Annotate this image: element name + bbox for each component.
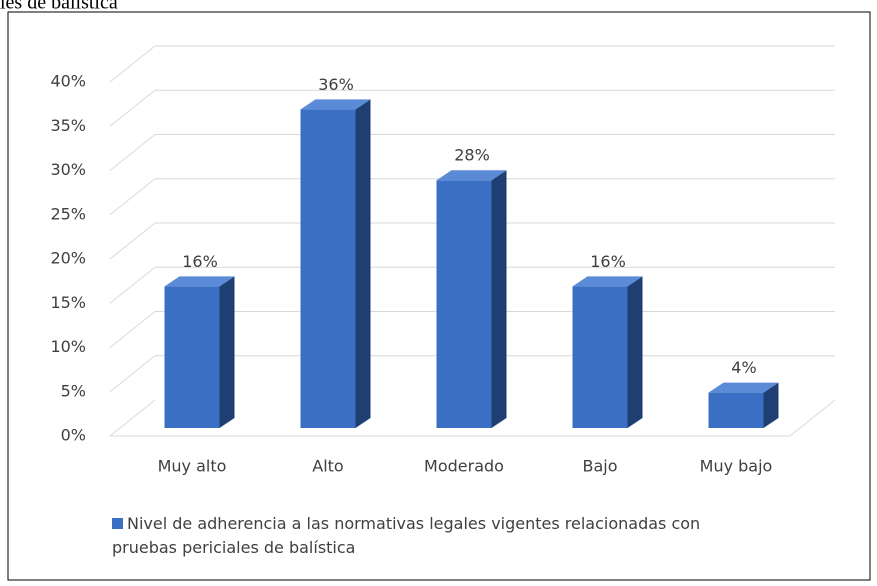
bar-side	[763, 382, 779, 428]
x-tick-label: Bajo	[582, 457, 617, 476]
bar-top	[708, 382, 779, 393]
bar-top	[300, 99, 371, 110]
legend-label: Nivel de adherencia a las normativas leg…	[112, 514, 701, 557]
data-label: 16%	[590, 252, 626, 271]
x-tick-label: Muy alto	[158, 457, 227, 476]
x-tick-label: Alto	[312, 457, 343, 476]
data-label: 36%	[318, 75, 354, 94]
bar-side	[219, 276, 235, 428]
grid-line	[109, 134, 835, 171]
legend: Nivel de adherencia a las normativas leg…	[112, 512, 752, 560]
y-tick-label: 10%	[50, 337, 86, 356]
grid-line	[109, 222, 835, 260]
bar	[572, 276, 643, 428]
y-tick-label: 15%	[50, 293, 86, 312]
bar-front	[708, 392, 764, 428]
bar-front	[300, 109, 356, 429]
bar-side	[355, 99, 371, 429]
chart-frame	[7, 11, 871, 581]
bar-side	[491, 170, 507, 428]
x-tick-label: Moderado	[424, 457, 504, 476]
bar	[300, 99, 371, 429]
y-tick-label: 30%	[50, 160, 86, 179]
bar	[436, 170, 507, 428]
bar-top	[164, 276, 235, 287]
floor-edge	[109, 399, 156, 437]
data-label: 28%	[454, 146, 490, 165]
data-label: 16%	[182, 252, 218, 271]
bar-front	[436, 180, 492, 428]
grid-line	[109, 45, 835, 83]
y-tick-label: 35%	[50, 116, 86, 135]
bar-front	[572, 286, 628, 428]
y-tick-label: 5%	[61, 381, 86, 400]
grid-line	[110, 399, 836, 437]
data-label: 4%	[731, 358, 756, 377]
bar-front	[164, 286, 220, 428]
legend-swatch	[112, 518, 123, 529]
y-tick-label: 20%	[50, 249, 86, 268]
grid-line	[109, 266, 835, 304]
bar-side	[627, 276, 643, 428]
x-tick-label: Muy bajo	[700, 457, 773, 476]
bar-top	[572, 276, 643, 287]
bar	[164, 276, 235, 428]
grid-line	[109, 178, 835, 216]
caption: les de balística	[0, 0, 118, 14]
bar	[708, 382, 779, 428]
y-tick-label: 0%	[61, 426, 86, 445]
y-tick-label: 25%	[50, 204, 86, 223]
grid-line	[109, 89, 835, 127]
bar-top	[436, 170, 507, 181]
y-tick-label: 40%	[50, 72, 86, 91]
